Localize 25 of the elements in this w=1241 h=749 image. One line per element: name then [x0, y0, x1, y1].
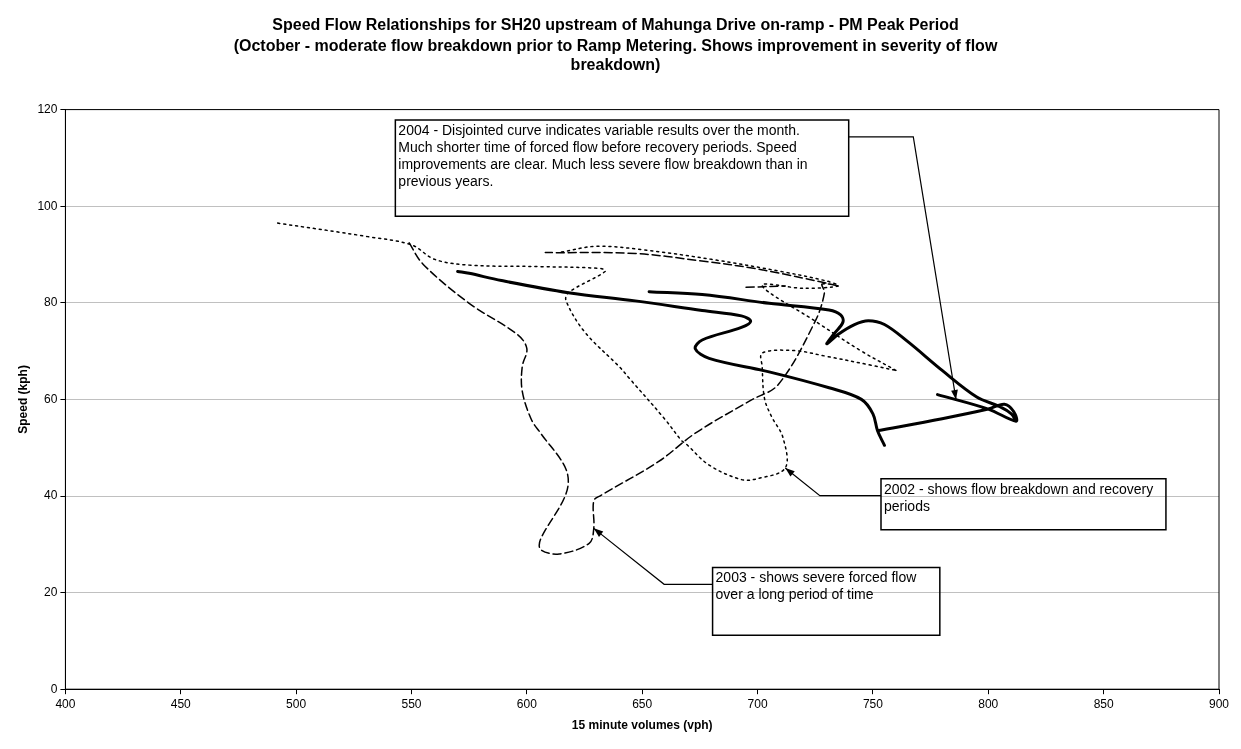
annotation: 2002 - shows flow breakdown and recovery periods: [884, 480, 1154, 514]
y-tick-label: 100: [37, 198, 58, 213]
y-tick-label: 60: [44, 391, 58, 406]
annotation: 2003 - shows severe forced flow over a long period of time: [715, 569, 918, 603]
x-tick-label: 800: [978, 696, 999, 711]
x-tick-label: 900: [1208, 696, 1230, 711]
x-tick-label: 650: [632, 696, 653, 711]
chart-subtitle: (October - moderate flow breakdown prior to Ramp Metering. Shows improvement in severity of flow breakdown): [233, 37, 998, 74]
y-tick-label: 120: [37, 101, 58, 116]
y-tick-label: 20: [44, 584, 58, 599]
x-tick-label: 600: [516, 696, 538, 711]
x-tick-label: 450: [170, 696, 192, 711]
y-tick-label: 0: [50, 681, 58, 696]
y-tick-label: 80: [44, 295, 58, 310]
x-tick-label: 550: [401, 696, 422, 711]
y-axis-title: Speed (kph): [15, 365, 30, 434]
x-tick-label: 850: [1093, 696, 1114, 711]
x-tick-label: 750: [862, 696, 884, 711]
x-axis-title: 15 minute volumes (vph): [571, 718, 713, 733]
x-tick-label: 500: [286, 696, 307, 711]
x-tick-label: 700: [747, 696, 768, 711]
x-tick-label: 400: [55, 696, 76, 711]
y-tick-label: 40: [44, 488, 58, 503]
chart-title: Speed Flow Relationships for SH20 upstream of Mahunga Drive on-ramp - PM Peak Period: [272, 16, 959, 34]
annotation: 2004 - Disjointed curve indicates variable results over the month. Much shorter time of forced flow before recovery periods. Speed improvements are clear. Much less severe flow breakdown than in previous years.: [398, 121, 808, 189]
